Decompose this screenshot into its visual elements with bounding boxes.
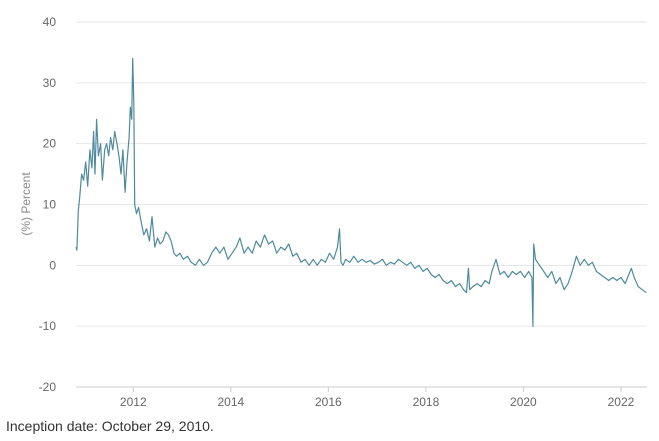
- y-tick-label: 20: [43, 137, 57, 151]
- gridlines: [76, 21, 647, 327]
- x-tick-label: 2016: [315, 395, 342, 409]
- y-tick-label: -10: [39, 319, 57, 333]
- x-tick-label: 2018: [413, 395, 440, 409]
- y-axis-title: (%) Percent: [19, 172, 33, 236]
- inception-footnote: Inception date: October 29, 2010.: [6, 418, 214, 434]
- y-tick-label: 0: [49, 258, 56, 272]
- y-tick-label: 10: [43, 198, 57, 212]
- series-line: [75, 57, 647, 327]
- y-tick-label: 40: [43, 15, 57, 29]
- axes: 40 30 20 10 0 -10 -20 2012 2014 2016 2018 2020 2022: [39, 15, 647, 409]
- x-tick-label: 2012: [120, 395, 147, 409]
- y-tick-label: 30: [43, 76, 57, 90]
- series-layer: [75, 57, 647, 327]
- x-tick-label: 2022: [608, 395, 635, 409]
- x-tick-label: 2020: [510, 395, 537, 409]
- y-tick-label: -20: [39, 380, 57, 394]
- x-tick-label: 2014: [218, 395, 245, 409]
